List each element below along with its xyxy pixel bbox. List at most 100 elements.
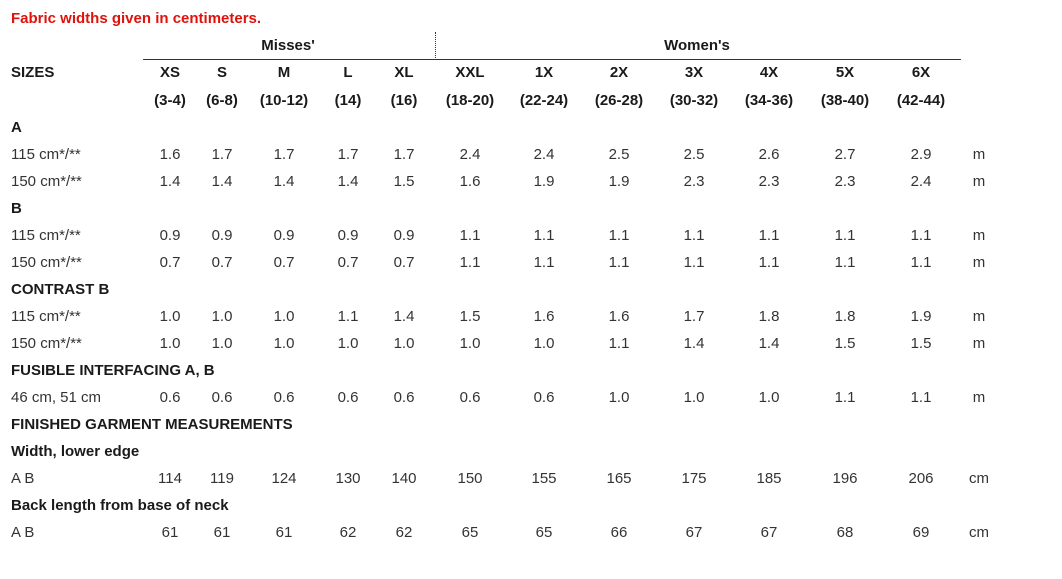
table-cell: 1.5: [834, 335, 856, 352]
size-code-3: L: [343, 64, 353, 81]
table-cell: 1.1: [910, 254, 932, 271]
table-cell: 0.7: [159, 254, 181, 271]
table-cell: 119: [210, 470, 234, 487]
table-cell: 130: [335, 470, 361, 487]
table-cell: 1.1: [683, 227, 705, 244]
table-cell: 67: [685, 524, 703, 541]
table-cell: 140: [391, 470, 417, 487]
table-cell: 0.6: [273, 389, 295, 406]
row-label: 150 cm*/**: [11, 173, 82, 190]
size-range-4: (16): [390, 92, 418, 109]
size-code-8: 3X: [684, 64, 704, 81]
table-cell: 0.6: [211, 389, 233, 406]
table-cell: 0.9: [337, 227, 359, 244]
table-cell: 61: [213, 524, 231, 541]
table-cell: 1.7: [337, 146, 359, 163]
unit-label: m: [972, 254, 986, 271]
table-cell: 61: [161, 524, 179, 541]
table-cell: 2.3: [683, 173, 705, 190]
table-cell: 185: [756, 470, 782, 487]
unit-label: cm: [969, 524, 989, 541]
table-cell: 1.7: [393, 146, 415, 163]
size-code-5: XXL: [455, 64, 485, 81]
size-code-9: 4X: [759, 64, 779, 81]
misses-group-rule: [143, 59, 435, 60]
table-cell: 1.0: [758, 389, 780, 406]
table-cell: 1.1: [834, 227, 856, 244]
size-range-6: (22-24): [519, 92, 569, 109]
table-cell: 2.7: [834, 146, 856, 163]
table-cell: 1.6: [459, 173, 481, 190]
table-cell: 0.6: [337, 389, 359, 406]
table-cell: 65: [461, 524, 479, 541]
table-cell: 1.7: [211, 146, 233, 163]
table-cell: 2.6: [758, 146, 780, 163]
size-code-11: 6X: [911, 64, 931, 81]
women-group-header: Women's: [664, 37, 730, 54]
size-range-9: (34-36): [744, 92, 794, 109]
table-cell: 0.6: [533, 389, 555, 406]
table-cell: 1.0: [683, 389, 705, 406]
table-cell: 1.0: [337, 335, 359, 352]
table-cell: 2.3: [758, 173, 780, 190]
table-cell: 1.1: [910, 227, 932, 244]
table-cell: 1.6: [159, 146, 181, 163]
size-range-0: (3-4): [154, 92, 186, 109]
group-divider: [435, 32, 436, 58]
size-code-1: S: [216, 64, 228, 81]
table-cell: 155: [531, 470, 557, 487]
women-group-rule: [435, 59, 961, 60]
table-cell: 69: [912, 524, 930, 541]
row-label: 150 cm*/**: [11, 254, 82, 271]
size-range-10: (38-40): [820, 92, 870, 109]
size-code-6: 1X: [534, 64, 554, 81]
size-code-4: XL: [394, 64, 414, 81]
row-label: 115 cm*/**: [11, 308, 81, 325]
table-cell: 1.6: [533, 308, 555, 325]
size-range-7: (26-28): [594, 92, 644, 109]
table-cell: 68: [836, 524, 854, 541]
table-cell: 0.9: [211, 227, 233, 244]
table-cell: 1.4: [211, 173, 233, 190]
table-cell: 61: [275, 524, 293, 541]
table-cell: 1.1: [834, 389, 856, 406]
table-cell: 1.5: [910, 335, 932, 352]
table-cell: 1.0: [273, 335, 295, 352]
size-code-2: M: [277, 64, 291, 81]
table-cell: 0.9: [393, 227, 415, 244]
table-cell: 1.7: [683, 308, 705, 325]
table-cell: 1.6: [608, 308, 630, 325]
misses-group-header: Misses': [261, 37, 315, 54]
section-heading: FINISHED GARMENT MEASUREMENTS: [11, 416, 293, 433]
unit-label: m: [972, 173, 986, 190]
size-range-5: (18-20): [445, 92, 495, 109]
table-cell: 2.4: [459, 146, 481, 163]
table-cell: 165: [606, 470, 632, 487]
table-cell: 1.1: [910, 389, 932, 406]
size-code-7: 2X: [609, 64, 629, 81]
table-cell: 1.4: [758, 335, 780, 352]
table-cell: 1.4: [393, 308, 415, 325]
table-cell: 2.9: [910, 146, 932, 163]
table-cell: 2.5: [608, 146, 630, 163]
row-label: A B: [11, 524, 35, 541]
section-heading: B: [11, 200, 22, 217]
row-label: 115 cm*/**: [11, 227, 81, 244]
table-cell: 1.1: [608, 227, 630, 244]
table-cell: 1.0: [159, 335, 181, 352]
table-cell: 1.9: [608, 173, 630, 190]
table-cell: 0.7: [337, 254, 359, 271]
table-cell: 1.5: [459, 308, 481, 325]
table-cell: 1.9: [533, 173, 555, 190]
row-label: 150 cm*/**: [11, 335, 82, 352]
table-cell: 1.0: [459, 335, 481, 352]
table-cell: 0.7: [211, 254, 233, 271]
table-cell: 1.0: [211, 308, 233, 325]
sizes-label: SIZES: [11, 64, 55, 81]
table-cell: 2.4: [533, 146, 555, 163]
table-cell: 1.7: [273, 146, 295, 163]
size-range-1: (6-8): [206, 92, 238, 109]
fabric-width-note: Fabric widths given in centimeters.: [11, 10, 262, 27]
table-cell: 196: [832, 470, 858, 487]
size-range-8: (30-32): [669, 92, 719, 109]
